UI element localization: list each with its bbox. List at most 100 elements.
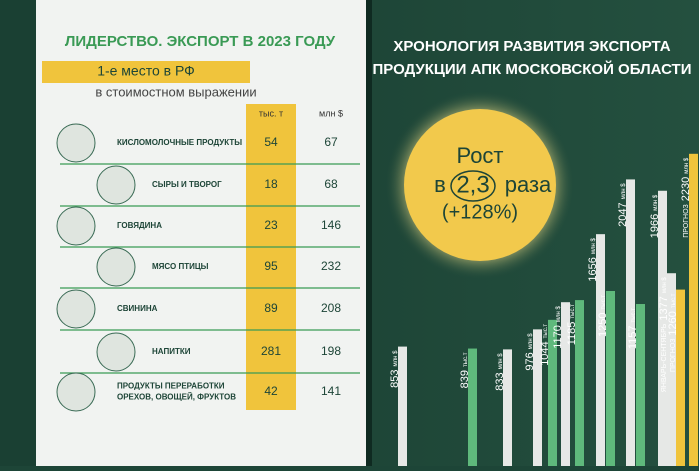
bar-label: 2047 млн $ (617, 183, 629, 227)
bar-label-part: ЯНВАРЬ-СЕНТЯБРЬ (661, 323, 668, 392)
usd: 146 (321, 218, 341, 232)
bar-label-text: 1185 тыс.т (566, 304, 578, 345)
bar-label-part: 1044 (539, 341, 551, 365)
bar-label-part: млн $ (393, 350, 399, 367)
row-name: ГОВЯДИНА (117, 221, 162, 230)
bar-label-part: тыс.т (601, 295, 607, 310)
bar-label-part: 853 (389, 370, 401, 388)
bar-label-part: млн $ (653, 194, 659, 211)
bar-label-text: ПРОГНОЗ 2230 млн $ (680, 157, 692, 238)
bar-label-part: млн $ (662, 277, 668, 294)
badge-bg (42, 61, 250, 83)
row-name: НАПИТКИ (152, 347, 191, 356)
row-name: СВИНИНА (117, 304, 158, 313)
icon (56, 289, 96, 329)
icon (56, 123, 96, 163)
side-strip (0, 0, 36, 466)
icon (56, 372, 96, 412)
growth-suffix: раза (505, 172, 552, 197)
bar-label-text: ПРОГНОЗ 1260 тыс.т (667, 293, 679, 372)
bar-label-part: млн $ (621, 183, 627, 200)
bar-label: 1044 тыс.т (539, 324, 551, 366)
bar-label-text: 976 млн $ (524, 333, 536, 371)
bar-label-text: 1157 тыс.т (627, 308, 639, 349)
bar (658, 190, 667, 466)
tons: 89 (264, 301, 278, 315)
bar-label: 839 тыс.т (459, 352, 471, 388)
bar-label-part: млн $ (528, 333, 534, 350)
bar-label-part: 1185 (566, 322, 578, 346)
bar (636, 304, 645, 466)
bar-label-part: тыс.т (463, 352, 469, 367)
bar (503, 349, 512, 466)
bar-label-part: 1157 (627, 326, 639, 350)
usd: 208 (321, 301, 341, 315)
bar (468, 348, 477, 466)
bar-label-part: 1966 (649, 214, 661, 238)
bar-label: 1170 млн $ (552, 306, 564, 349)
bar-label-part: 1260 (667, 311, 679, 335)
bar-label-text: 1250 тыс.т (597, 295, 609, 337)
bar-label-part: тыс.т (543, 324, 549, 339)
bar-label: 1250 тыс.т (597, 295, 609, 337)
bar-label-part: 2230 (680, 177, 692, 201)
tons: 23 (264, 218, 278, 232)
icon (96, 247, 136, 287)
bar-label: 853 млн $ (389, 350, 401, 388)
row-name: КИСЛОМОЛОЧНЫЕ ПРОДУКТЫ (117, 138, 242, 147)
bar-label-part: тыс.т (570, 304, 576, 319)
bar-label-text: 853 млн $ (389, 350, 401, 388)
bar-label-part: тыс.т (671, 293, 677, 308)
bar (667, 273, 676, 466)
bar-label-part: 1656 (587, 257, 599, 281)
usd: 141 (321, 384, 341, 398)
factor-ring (450, 170, 496, 202)
bar-label-part: ПРОГНОЗ (683, 204, 690, 238)
bar-label-part: 833 (494, 372, 506, 390)
column-header: тыс. т (259, 108, 283, 118)
bar-label: 1656 млн $ (587, 238, 599, 282)
bar-label: 1185 тыс.т (566, 304, 578, 345)
bar-label-text: ЯНВАРЬ-СЕНТЯБРЬ 1377 млн $ (658, 277, 670, 393)
growth-circle (404, 109, 556, 261)
bar (626, 179, 635, 467)
bar (689, 153, 698, 467)
bar-label-part: млн $ (498, 353, 504, 370)
bar-label-text: 1656 млн $ (587, 238, 599, 282)
bar-label: ПРОГНОЗ 2230 млн $ (680, 157, 692, 238)
bar-label-part: ПРОГНОЗ (670, 339, 677, 373)
bar-label: ЯНВАРЬ-СЕНТЯБРЬ 1377 млн $ (658, 277, 670, 393)
usd: 68 (324, 177, 338, 191)
growth-prefix: в (434, 172, 446, 197)
bar (606, 291, 615, 466)
tons: 42 (264, 384, 278, 398)
left-title: ЛИДЕРСТВО. ЭКСПОРТ В 2023 ГОДУ (65, 33, 336, 50)
bar (575, 300, 584, 466)
bar-label-part: 1377 (658, 296, 670, 320)
usd: 232 (321, 259, 341, 273)
bar-label-part: млн $ (684, 157, 690, 174)
bar-label-part: 976 (524, 352, 536, 370)
bar-label: 833 млн $ (494, 353, 506, 391)
growth-line1: Рост (456, 143, 503, 168)
bar-label-part: 2047 (617, 202, 629, 226)
row-name: ОРЕХОВ, ОВОЩЕЙ, ФРУКТОВ (117, 393, 236, 402)
icon (56, 206, 96, 246)
bar-label-part: тыс.т (631, 308, 637, 323)
usd: 67 (324, 135, 338, 149)
bar-label-part: 1170 (552, 325, 564, 349)
badge: 1-е место в РФ (97, 63, 195, 79)
row-name: СЫРЫ И ТВОРОГ (152, 180, 222, 189)
right-title: ХРОНОЛОГИЯ РАЗВИТИЯ ЭКСПОРТА (393, 38, 670, 55)
tons: 281 (261, 344, 281, 358)
icon (96, 332, 136, 372)
bar-label-text: 2047 млн $ (617, 183, 629, 227)
icon (96, 165, 136, 205)
bar (398, 346, 407, 466)
bar (548, 319, 557, 466)
row-name: МЯСО ПТИЦЫ (152, 262, 209, 271)
bar-label: 1157 тыс.т (627, 308, 639, 349)
bar-label-text: 1966 млн $ (649, 194, 661, 238)
